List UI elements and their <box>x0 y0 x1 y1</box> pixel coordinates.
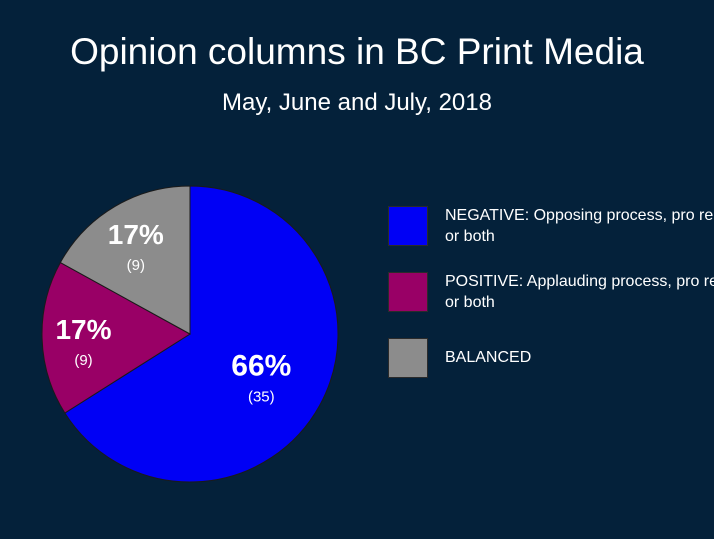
legend-swatch-balanced <box>388 338 428 378</box>
slice-count-label-balanced: (9) <box>127 257 145 274</box>
slice-percent-label-positive: 17% <box>55 314 111 345</box>
pie-slice-positive <box>41 261 191 414</box>
legend-label-negative: NEGATIVE: Opposing process, pro rep, or … <box>445 207 714 245</box>
pie-slice-balanced <box>59 185 191 335</box>
legend-item-positive: POSITIVE: Applauding process, pro rep, o… <box>388 272 714 313</box>
slice-percent-label-negative: 66% <box>231 349 291 382</box>
legend-label-balanced: BALANCED <box>445 349 532 366</box>
chart-subtitle: May, June and July, 2018 <box>222 89 492 116</box>
legend-item-balanced: BALANCED <box>388 338 714 378</box>
pie-slice-negative <box>64 185 339 483</box>
slice-percent-label-balanced: 17% <box>108 219 164 250</box>
legend-swatch-negative <box>388 206 428 246</box>
legend-swatch-positive <box>388 272 428 312</box>
slice-count-label-negative: (35) <box>248 388 275 405</box>
chart-title: Opinion columns in BC Print Media <box>70 31 644 72</box>
legend-label-positive: POSITIVE: Applauding process, pro rep, o… <box>445 273 714 311</box>
legend-item-negative: NEGATIVE: Opposing process, pro rep, or … <box>388 206 714 247</box>
slice-count-label-positive: (9) <box>74 352 92 369</box>
